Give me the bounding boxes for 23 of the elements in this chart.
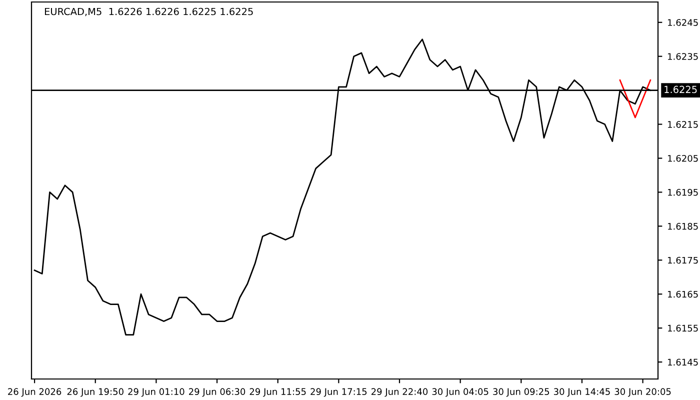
x-tick-label: 30 Jun 04:05: [432, 388, 488, 397]
y-tick-label: 1.6195: [668, 188, 698, 196]
y-tick-label: 1.6205: [668, 154, 698, 162]
y-tick-label: 1.6245: [668, 19, 698, 26]
x-tick-label: 29 Jun 06:30: [189, 388, 246, 397]
y-tick-label: 1.6215: [668, 121, 698, 128]
y-tick-label: 1.6165: [668, 290, 698, 298]
x-tick-label: 30 Jun 09:25: [493, 388, 550, 397]
y-tick-label: 1.6175: [668, 256, 698, 264]
x-tick-label: 26 Jun 19:50: [67, 388, 124, 397]
x-tick-label: 29 Jun 11:55: [250, 388, 306, 397]
ref-line-label: 1.6225: [664, 86, 697, 94]
x-tick-label: 29 Jun 17:15: [310, 388, 367, 397]
y-tick-label: 1.6145: [668, 358, 698, 366]
x-tick-label: 26 Jun 2026: [8, 388, 62, 397]
y-tick-label: 1.6155: [668, 324, 698, 332]
x-tick-label: 29 Jun 22:40: [371, 388, 428, 397]
y-tick-label: 1.6185: [668, 222, 698, 230]
x-tick-label: 30 Jun 20:05: [614, 388, 671, 397]
x-tick-label: 29 Jun 01:10: [128, 388, 184, 397]
y-tick-label: 1.6235: [668, 53, 698, 60]
text: EURCAD,M5 1.6226 1.6226 1.6225 1.6225: [44, 8, 253, 16]
x-tick-label: 30 Jun 14:45: [554, 388, 610, 397]
